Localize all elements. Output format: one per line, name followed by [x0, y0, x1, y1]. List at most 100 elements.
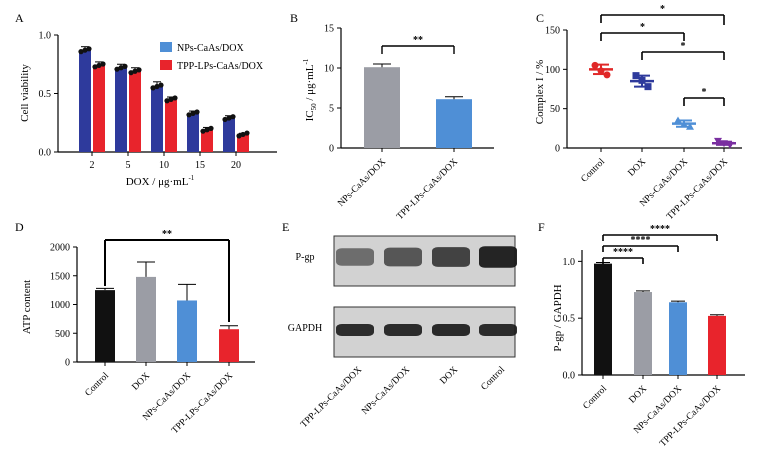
panel-A-point	[240, 131, 246, 138]
panel-E-band	[479, 246, 517, 268]
panel-E-band	[336, 248, 374, 266]
panel-A-point	[168, 96, 174, 102]
panel-C-point	[597, 67, 605, 75]
panel-F-y-tick-label: 0.5	[563, 314, 576, 325]
panel-F-y-tick-label: 0.0	[563, 371, 576, 382]
panel-A-point	[186, 112, 192, 118]
panel-A-x-label: 15	[195, 160, 205, 171]
panel-B-y-title-sup: -1	[302, 58, 310, 64]
panel-A-point	[154, 83, 160, 90]
panel-A-point	[172, 95, 178, 101]
panel-A-bar	[165, 99, 177, 152]
panel-E-band	[384, 247, 422, 267]
panel-C-sig-label: *	[640, 22, 645, 33]
panel-E-band	[479, 324, 517, 336]
panel-A-legend-swatch	[160, 60, 172, 70]
panel-F-bar	[669, 302, 687, 375]
panel-D-bar	[136, 276, 156, 362]
panel-A-point	[222, 116, 228, 123]
panel-A-point	[150, 85, 156, 91]
panel-B-bar	[364, 67, 400, 148]
panel-A-point	[128, 70, 134, 76]
panel-B-x-label: TPP-LPs-CaAs/DOX	[395, 157, 460, 222]
panel-E-x-label: DOX	[438, 365, 460, 387]
panel-F-sig-label: ****	[613, 247, 633, 258]
panel-D-x-label: DOX	[130, 371, 152, 393]
panel-D-y-tick-label: 1000	[50, 300, 70, 311]
panel-A-bar	[129, 71, 141, 152]
panel-A-legend-swatch	[160, 42, 172, 52]
panel-A-y-title: Cell viability	[19, 64, 31, 122]
panel-A-point	[200, 128, 206, 134]
panel-B-y-tick-label: 5	[329, 104, 334, 115]
panel-C-y-tick-label: 50	[550, 104, 560, 115]
panel-A-x-label: 2	[90, 160, 95, 171]
panel-B-y-tick-label: 0	[329, 144, 334, 155]
panel-A-bar	[187, 113, 199, 152]
panel-F-letter: F	[538, 220, 545, 234]
panel-A-bar	[151, 86, 163, 152]
panel-E-letter: E	[282, 220, 289, 234]
panel-C-y-tick-label: 0	[555, 144, 560, 155]
panel-F-bar	[594, 263, 612, 375]
panel-E-x-label: TPP-LPs-CaAs/DOX	[299, 365, 364, 430]
panel-B-y-title-unit: / μg·mL	[304, 64, 316, 103]
panel-A-point	[190, 110, 196, 116]
panel-C-sig-label: *	[660, 4, 665, 15]
panel-F-sig-label: ****	[631, 235, 651, 246]
panel-C-x-label: Control	[580, 157, 608, 185]
panel-A-point	[132, 68, 138, 74]
panel-A-bar	[79, 50, 91, 152]
panel-A-y-tick-label: 0.5	[39, 89, 52, 100]
panel-D-bar	[95, 290, 115, 362]
panel-A-point	[236, 133, 242, 139]
panel-C-point	[632, 72, 640, 80]
panel-F-y-title: P-gp / GAPDH	[552, 284, 564, 351]
panel-C-sig-label: *	[702, 87, 707, 98]
panel-C-point	[674, 116, 682, 124]
panel-B-sig-label: **	[413, 35, 423, 46]
panel-D-x-label: Control	[84, 371, 112, 399]
panel-B-letter: B	[290, 11, 298, 25]
panel-C-point	[603, 71, 611, 79]
panel-C-point	[686, 122, 694, 130]
panel-D-y-tick-label: 500	[55, 329, 70, 340]
panel-C-point	[591, 61, 599, 69]
panel-D-y-tick-label: 1500	[50, 271, 70, 282]
panel-C-y-tick-label: 100	[545, 65, 560, 76]
panel-B-y-tick-label: 15	[324, 24, 334, 35]
panel-C-point	[638, 76, 646, 84]
panel-D-letter: D	[15, 220, 24, 234]
panel-A-y-tick-label: 0.0	[39, 148, 52, 159]
panel-C-sig-label: *	[681, 41, 686, 52]
panel-A-x-label: 20	[231, 160, 241, 171]
panel-B-x-label: NPs-CaAs/DOX	[336, 157, 388, 209]
panel-E-band	[384, 324, 422, 336]
panel-A-x-label: 10	[159, 160, 169, 171]
panel-A-point	[164, 98, 170, 104]
panel-A-x-label: 5	[126, 160, 131, 171]
panel-D-bar	[177, 300, 197, 362]
panel-C-letter: C	[536, 11, 544, 25]
panel-F-x-label: Control	[582, 384, 610, 412]
panel-C-point	[680, 120, 688, 128]
panel-F-y-tick-label: 1.0	[563, 257, 576, 268]
panel-A-bar	[237, 134, 249, 152]
panel-D-y-title: ATP content	[21, 280, 33, 334]
panel-E-x-label: NPs-CaAs/DOX	[360, 365, 412, 417]
panel-D-y-tick-label: 2000	[50, 243, 70, 254]
panel-A-point	[230, 114, 236, 120]
panel-A-point	[118, 65, 124, 71]
panel-A-point	[86, 46, 92, 52]
panel-A-y-tick-label: 1.0	[39, 31, 52, 42]
panel-A-point	[208, 125, 214, 131]
panel-A-point	[114, 66, 120, 72]
panel-B-y-title: IC50 / μg·mL-1	[302, 58, 318, 121]
panel-C-y-title: Complex I / %	[534, 60, 546, 124]
panel-F-x-label: DOX	[627, 384, 649, 406]
panel-A-point	[136, 67, 142, 73]
panel-A-point	[122, 63, 128, 69]
panel-E-row-label: GAPDH	[288, 323, 322, 334]
panel-E-band	[336, 324, 374, 336]
